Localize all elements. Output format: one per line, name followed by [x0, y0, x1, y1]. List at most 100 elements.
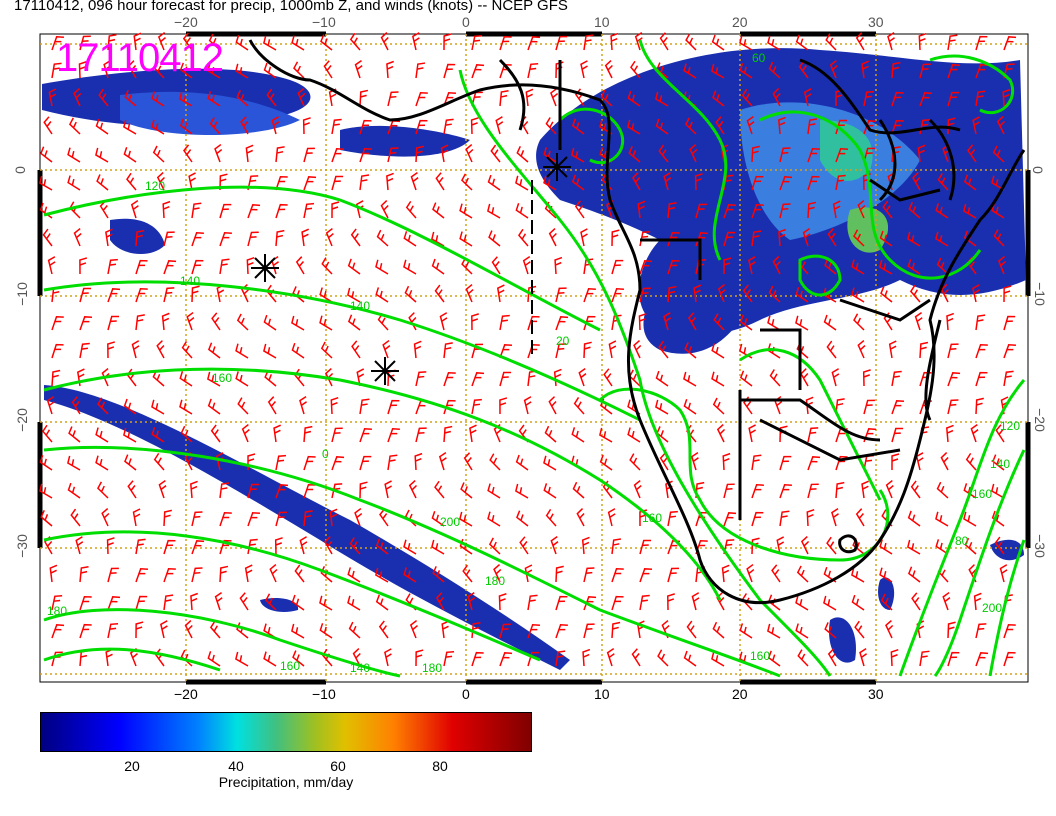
- wind-barb: [683, 371, 697, 387]
- wind-barb: [582, 648, 591, 667]
- wind-barb: [263, 343, 277, 359]
- wind-barb: [191, 232, 204, 247]
- wind-barb: [303, 425, 313, 443]
- wind-barb: [162, 200, 171, 219]
- wind-barb: [487, 174, 501, 191]
- wind-barb: [151, 427, 165, 443]
- wind-barb: [522, 256, 531, 275]
- wind-barb: [78, 61, 87, 79]
- wind-barb: [51, 595, 63, 611]
- wind-barb: [515, 175, 529, 191]
- wind-barb: [331, 201, 340, 219]
- wind-barb: [855, 32, 865, 51]
- wind-barb: [95, 427, 109, 443]
- wind-barb: [994, 536, 1005, 555]
- wind-barb: [97, 481, 109, 499]
- wind-barb: [795, 287, 809, 303]
- wind-barb: [67, 147, 81, 163]
- wind-barb: [191, 567, 203, 583]
- coastlines: [248, 39, 1026, 605]
- wind-barb: [320, 34, 333, 51]
- wind-barb: [291, 35, 305, 51]
- wind-barb: [667, 510, 678, 527]
- wind-barb: [219, 565, 229, 583]
- wind-barb: [768, 61, 781, 79]
- contour-label: 160: [280, 659, 300, 673]
- wind-barb: [403, 567, 417, 583]
- wind-barb: [663, 172, 672, 191]
- wind-barb: [947, 91, 960, 107]
- wind-barb: [1003, 36, 1017, 51]
- wind-barb: [209, 620, 221, 639]
- wind-barb: [191, 540, 205, 555]
- wind-barb: [191, 259, 204, 275]
- wind-barb: [403, 259, 417, 275]
- wind-barb: [101, 507, 110, 527]
- wind-barb: [184, 620, 193, 639]
- wind-barb: [95, 455, 109, 471]
- wind-barb: [633, 479, 642, 499]
- wind-barb: [891, 61, 901, 79]
- contour-labels: 120 140 140 160 200 180 160 180 200 160 …: [47, 51, 1020, 675]
- wind-barb: [687, 312, 697, 331]
- wind-barb: [386, 60, 394, 79]
- contour-label: 180: [422, 661, 442, 675]
- y-tick-left: 0: [11, 166, 28, 174]
- wind-barb: [124, 90, 137, 107]
- wind-barb: [387, 428, 400, 443]
- wind-barb: [246, 256, 255, 275]
- wind-barb: [499, 623, 511, 639]
- storm-center-1: [251, 254, 279, 282]
- wind-barb: [639, 568, 653, 583]
- wind-barb: [611, 595, 624, 611]
- wind-barb: [107, 258, 118, 275]
- wind-barb: [767, 315, 781, 331]
- wind-barb: [79, 35, 91, 51]
- wind-barb: [68, 117, 81, 135]
- wind-barb: [499, 314, 510, 331]
- wind-barb: [487, 483, 501, 499]
- x-tick-top: −20: [174, 14, 198, 30]
- storm-markers: [251, 153, 571, 385]
- wind-barb: [995, 424, 1005, 443]
- wind-barb: [629, 453, 641, 471]
- wind-barb: [880, 286, 893, 303]
- wind-barb: [573, 397, 585, 415]
- wind-barb: [695, 232, 709, 247]
- wind-barb: [158, 479, 167, 499]
- wind-barb: [133, 32, 142, 51]
- wind-barb: [583, 34, 594, 51]
- wind-barb: [219, 539, 232, 555]
- wind-barb: [51, 369, 61, 387]
- wind-barb: [891, 370, 902, 387]
- wind-barb: [571, 174, 585, 191]
- wind-barb: [829, 59, 838, 79]
- wind-barb: [387, 91, 399, 107]
- wind-barb: [571, 118, 585, 135]
- wind-barb: [914, 311, 923, 331]
- wind-barb: [543, 147, 557, 163]
- wind-barb: [51, 624, 65, 639]
- x-tick-bottom: 0: [462, 686, 470, 702]
- wind-barb: [459, 203, 473, 219]
- wind-barb: [354, 507, 363, 527]
- wind-barb: [891, 400, 905, 415]
- wind-barb: [438, 452, 447, 471]
- wind-barb: [769, 369, 781, 387]
- wind-barb: [947, 34, 958, 51]
- wind-barb: [891, 91, 904, 107]
- wind-barb: [499, 35, 512, 51]
- x-tick-bottom: 10: [594, 686, 610, 702]
- wind-barb: [191, 511, 203, 527]
- wind-barb: [999, 564, 1008, 583]
- wind-barb: [499, 90, 509, 107]
- wind-barb: [179, 371, 193, 387]
- wind-barb: [555, 287, 567, 303]
- wind-barb: [963, 174, 977, 191]
- wind-barb: [1003, 651, 1016, 667]
- wind-barb: [352, 648, 361, 667]
- wind-barb: [135, 568, 149, 583]
- wind-barb: [331, 175, 344, 191]
- wind-barb: [711, 343, 725, 359]
- wind-barb: [303, 455, 316, 471]
